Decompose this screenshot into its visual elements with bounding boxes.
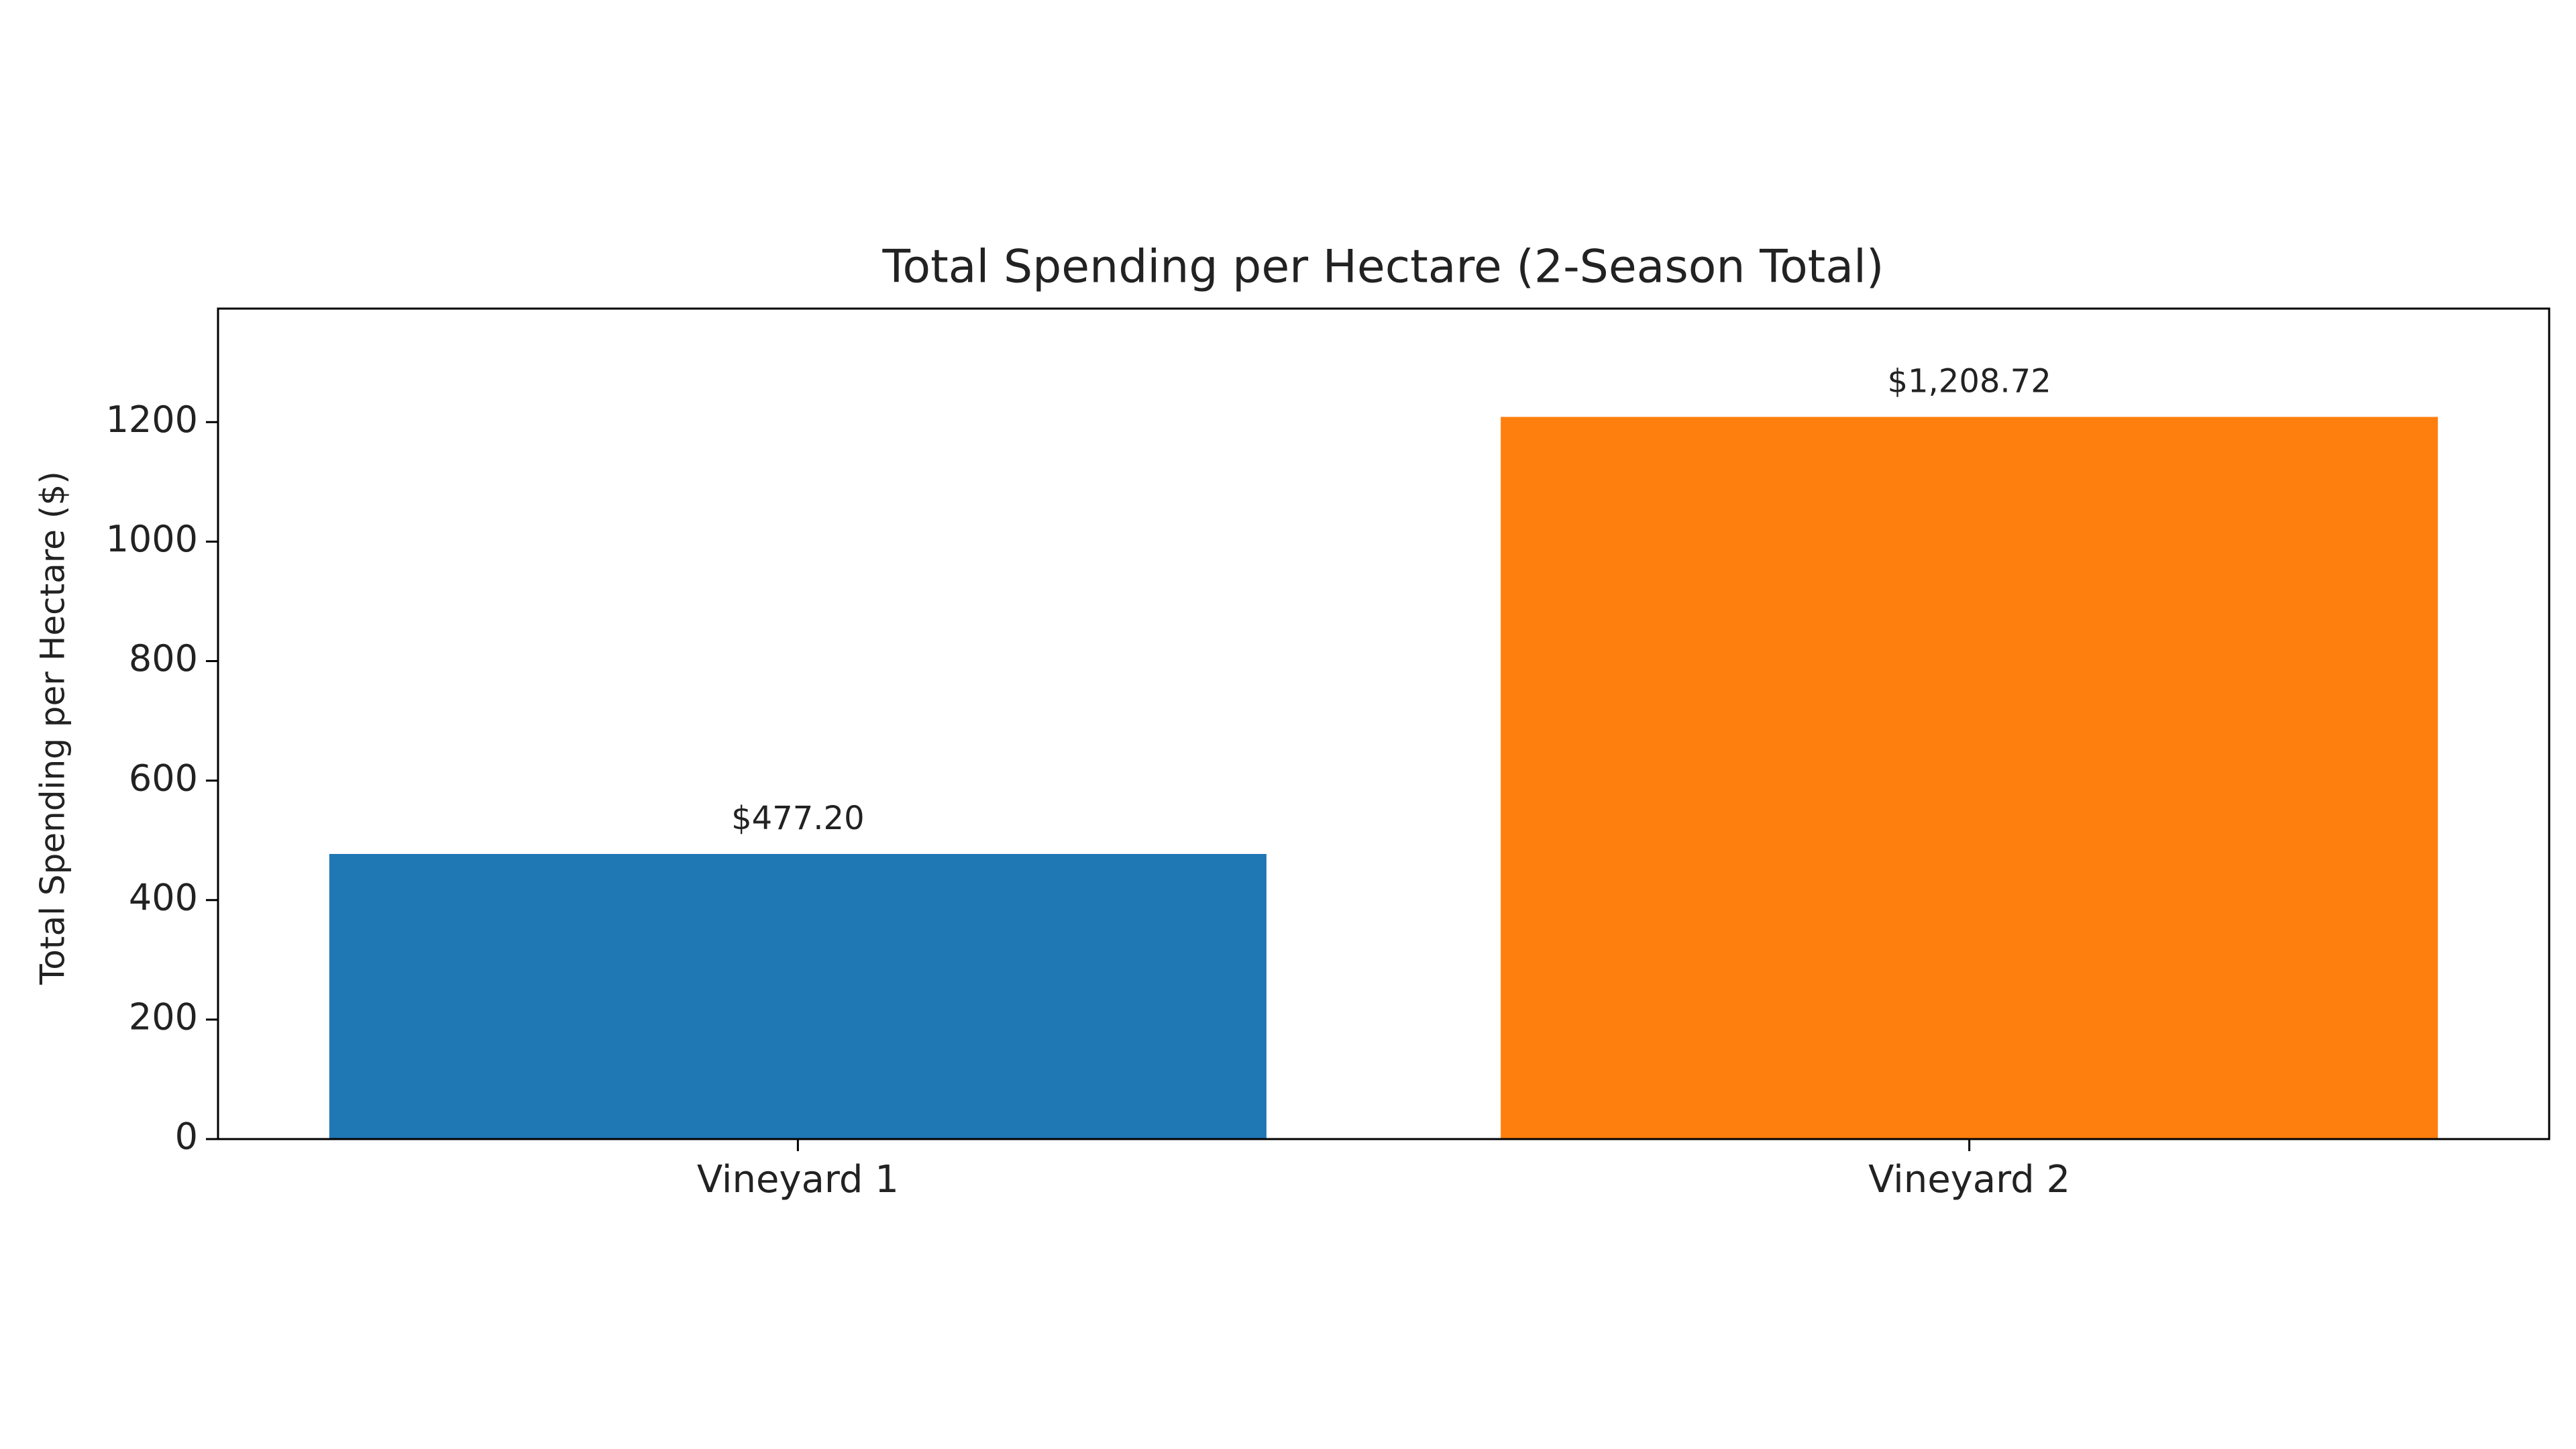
y-tick-label: 400: [129, 876, 198, 918]
y-tick-label: 800: [129, 637, 198, 680]
chart-title: Total Spending per Hectare (2-Season Tot…: [882, 241, 1884, 294]
plot-frame: [217, 307, 2551, 1140]
y-tick-label: 0: [175, 1116, 198, 1158]
y-tick-label: 1200: [106, 398, 198, 441]
value-label: $477.20: [731, 800, 865, 837]
y-tick-label: 200: [129, 996, 198, 1038]
bar: [1501, 417, 2438, 1140]
y-axis-label: Total Spending per Hectare ($): [34, 471, 72, 985]
y-tick-label: 1000: [106, 518, 198, 560]
value-label: $1,208.72: [1887, 362, 2051, 400]
bar: [329, 853, 1267, 1139]
x-tick-label: Vineyard 2: [1868, 1158, 2070, 1201]
y-tick-label: 600: [129, 757, 198, 799]
x-tick-label: Vineyard 1: [697, 1158, 899, 1201]
